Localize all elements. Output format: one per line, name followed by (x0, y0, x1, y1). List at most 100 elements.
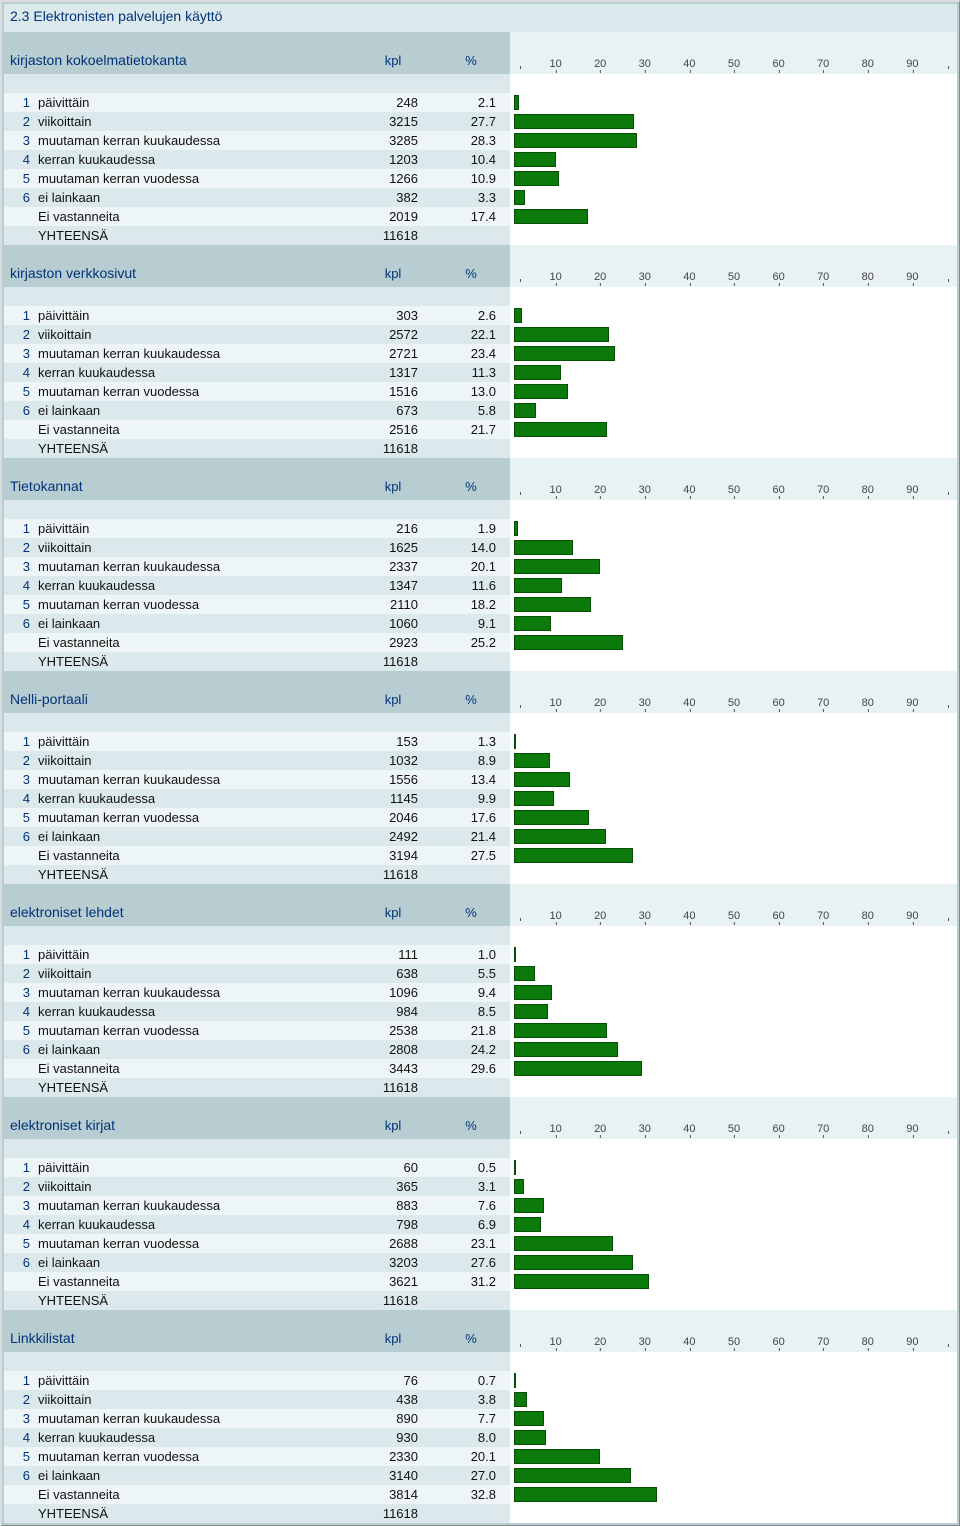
spacer-row (4, 1139, 957, 1158)
axis-tick: 60 (772, 1123, 784, 1135)
row-kpl: 3285 (354, 131, 432, 150)
bar (514, 152, 556, 167)
row-label: muutaman kerran kuukaudessa (38, 983, 354, 1002)
row-label: kerran kuukaudessa (38, 150, 354, 169)
bar (514, 422, 607, 437)
chart-axis: 102030405060708090 (510, 245, 957, 287)
row-label: päivittäin (38, 519, 354, 538)
row-number: 5 (4, 1234, 38, 1253)
row-kpl: 11618 (354, 652, 432, 671)
row-number: 2 (4, 1390, 38, 1409)
bar (514, 1198, 544, 1213)
row-label: Ei vastanneita (38, 1485, 354, 1504)
table-row: 3muutaman kerran kuukaudessa8907.7 (4, 1409, 957, 1428)
row-bar-cell (510, 1409, 957, 1428)
row-bar-cell (510, 732, 957, 751)
row-pct: 14.0 (432, 538, 510, 557)
axis-tick: 10 (549, 1123, 561, 1135)
row-number (4, 226, 38, 245)
row-label: Ei vastanneita (38, 207, 354, 226)
row-label: muutaman kerran kuukaudessa (38, 1409, 354, 1428)
axis-tick: 20 (594, 1336, 606, 1348)
bar (514, 947, 516, 962)
row-number: 2 (4, 112, 38, 131)
row-bar-cell (510, 1002, 957, 1021)
row-label: viikoittain (38, 1177, 354, 1196)
table-row: Ei vastanneita292325.2 (4, 633, 957, 652)
axis-tick: 30 (639, 697, 651, 709)
row-number: 5 (4, 595, 38, 614)
row-pct: 0.5 (432, 1158, 510, 1177)
bar (514, 327, 609, 342)
bar (514, 734, 516, 749)
axis-tick: 40 (683, 910, 695, 922)
row-bar-cell (510, 846, 957, 865)
axis-tick: 10 (549, 910, 561, 922)
row-pct: 8.0 (432, 1428, 510, 1447)
column-header-kpl: kpl (354, 1118, 432, 1139)
axis-tick: 80 (862, 910, 874, 922)
row-kpl: 3203 (354, 1253, 432, 1272)
row-number: 5 (4, 808, 38, 827)
row-kpl: 153 (354, 732, 432, 751)
axis-tick: 80 (862, 697, 874, 709)
row-kpl: 60 (354, 1158, 432, 1177)
row-bar-cell (510, 865, 957, 884)
row-bar-cell (510, 1504, 957, 1523)
table-row: Ei vastanneita381432.8 (4, 1485, 957, 1504)
bar (514, 1160, 516, 1175)
row-label: päivittäin (38, 93, 354, 112)
row-pct: 27.5 (432, 846, 510, 865)
row-pct: 23.1 (432, 1234, 510, 1253)
spacer-row (4, 1352, 957, 1371)
row-kpl: 1266 (354, 169, 432, 188)
row-pct: 21.4 (432, 827, 510, 846)
table-row: 1päivittäin1111.0 (4, 945, 957, 964)
axis-tick: 50 (728, 910, 740, 922)
row-label: ei lainkaan (38, 401, 354, 420)
axis-tick: 70 (817, 484, 829, 496)
axis-tick: 90 (906, 910, 918, 922)
row-kpl: 2110 (354, 595, 432, 614)
table-row: 3muutaman kerran kuukaudessa328528.3 (4, 131, 957, 150)
row-kpl: 1317 (354, 363, 432, 382)
bar (514, 1392, 527, 1407)
bar (514, 1217, 541, 1232)
row-kpl: 638 (354, 964, 432, 983)
question-title: Nelli-portaali (4, 691, 354, 713)
bar (514, 966, 535, 981)
table-row: YHTEENSÄ11618 (4, 865, 957, 884)
axis-tick: 30 (639, 271, 651, 283)
row-pct: 31.2 (432, 1272, 510, 1291)
table-row: 3muutaman kerran kuukaudessa10969.4 (4, 983, 957, 1002)
row-number: 1 (4, 1158, 38, 1177)
row-kpl: 1347 (354, 576, 432, 595)
row-number: 6 (4, 1466, 38, 1485)
row-number: 3 (4, 344, 38, 363)
row-number: 3 (4, 131, 38, 150)
row-kpl: 1145 (354, 789, 432, 808)
table-row: 2viikoittain6385.5 (4, 964, 957, 983)
row-bar-cell (510, 1371, 957, 1390)
questions-container: kirjaston kokoelmatietokantakpl%10203040… (4, 32, 957, 1523)
row-number: 3 (4, 1196, 38, 1215)
row-bar-cell (510, 226, 957, 245)
column-header-pct: % (432, 479, 510, 500)
axis-tick: 90 (906, 484, 918, 496)
row-bar-cell (510, 439, 957, 458)
row-label: päivittäin (38, 1371, 354, 1390)
axis-tick: 60 (772, 697, 784, 709)
table-row: 4kerran kuukaudessa134711.6 (4, 576, 957, 595)
axis-tick: 30 (639, 484, 651, 496)
row-label: muutaman kerran vuodessa (38, 595, 354, 614)
row-bar-cell (510, 519, 957, 538)
spacer-row (4, 926, 957, 945)
row-pct: 6.9 (432, 1215, 510, 1234)
row-bar-cell (510, 1390, 957, 1409)
axis-tick: 40 (683, 1336, 695, 1348)
bar (514, 848, 633, 863)
spacer-row (4, 713, 957, 732)
row-pct: 29.6 (432, 1059, 510, 1078)
row-number: 2 (4, 325, 38, 344)
row-kpl: 2808 (354, 1040, 432, 1059)
